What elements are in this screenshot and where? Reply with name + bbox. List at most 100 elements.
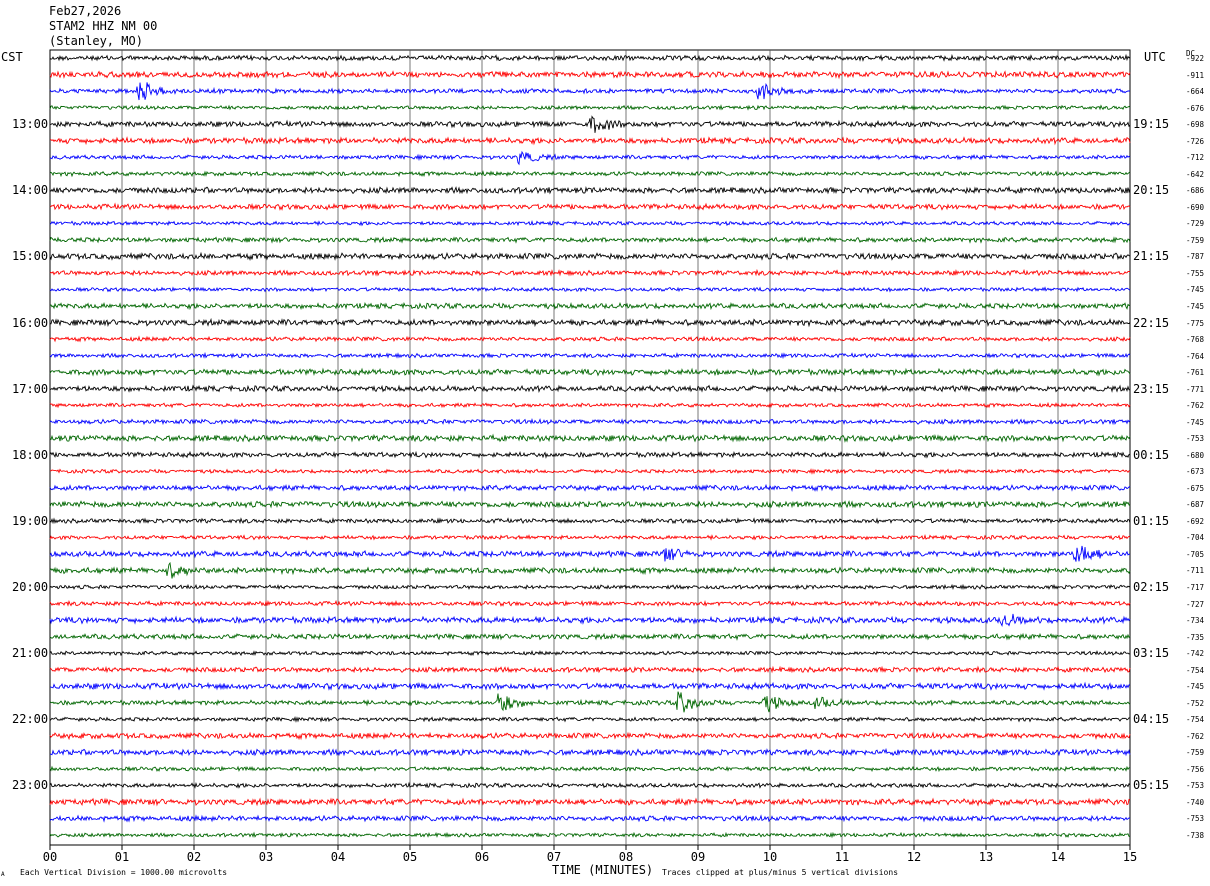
- right-axis-label: UTC: [1144, 50, 1166, 64]
- seismic-trace: [49, 170, 1131, 178]
- x-tick-label: 12: [907, 850, 921, 864]
- dc-offset-value: -726: [1186, 136, 1205, 146]
- left-axis-label: CST: [1, 50, 23, 64]
- seismic-trace: [49, 268, 1131, 277]
- header-date: Feb27,2026: [49, 4, 122, 18]
- dc-offset-value: -787: [1186, 252, 1205, 262]
- trace-group: [49, 53, 1131, 839]
- seismic-trace: [49, 367, 1131, 377]
- dc-offset-value: -761: [1186, 368, 1205, 378]
- seismic-trace: [49, 545, 1131, 562]
- x-tick-label: 14: [1051, 850, 1065, 864]
- left-time-label: 13:00: [12, 117, 49, 132]
- dc-label: DC: [1186, 49, 1196, 58]
- seismic-trace: [49, 236, 1131, 244]
- left-time-label: 23:00: [12, 778, 49, 793]
- x-tick-label: 04: [331, 850, 345, 864]
- seismic-trace: [49, 831, 1131, 839]
- seismic-trace: [49, 650, 1131, 657]
- left-time-label: 16:00: [12, 315, 49, 330]
- dc-offset-value: -753: [1186, 814, 1205, 824]
- dc-offset-value: -742: [1186, 649, 1205, 659]
- x-axis-title: TIME (MINUTES): [552, 863, 654, 877]
- seismic-trace: [49, 53, 1131, 62]
- x-tick-label: 09: [691, 850, 705, 864]
- dc-offset-value: -698: [1186, 120, 1205, 130]
- seismic-trace: [49, 351, 1131, 360]
- dc-offset-value: -745: [1186, 301, 1205, 311]
- seismic-trace: [49, 483, 1131, 493]
- seismic-trace: [49, 517, 1131, 525]
- seismic-trace: [49, 136, 1131, 146]
- right-time-label: 20:15: [1133, 183, 1170, 198]
- right-time-label: 02:15: [1133, 580, 1170, 595]
- seismic-trace: [49, 433, 1131, 443]
- right-time-label: 03:15: [1133, 646, 1170, 661]
- dc-offset-value: -762: [1186, 401, 1205, 411]
- seismic-trace: [49, 814, 1131, 823]
- dc-offset-value: -754: [1186, 665, 1205, 675]
- x-tick-label: 15: [1123, 850, 1137, 864]
- dc-offset-value: -738: [1186, 831, 1205, 840]
- dc-offset-value: -704: [1186, 533, 1205, 543]
- left-time-label: 18:00: [12, 447, 49, 462]
- dc-offset-value: -711: [1186, 566, 1205, 576]
- header-station: STAM2 HHZ NM 00: [49, 19, 158, 33]
- seismic-trace: [49, 202, 1131, 211]
- dc-offset-value: -771: [1186, 384, 1205, 394]
- seismic-trace: [49, 418, 1131, 426]
- seismic-trace: [49, 500, 1131, 509]
- dc-offset-value: -705: [1186, 549, 1205, 559]
- seismic-trace: [49, 613, 1131, 628]
- dc-offset-value: -717: [1186, 583, 1205, 593]
- right-time-label: 05:15: [1133, 778, 1170, 793]
- x-tick-label: 11: [835, 850, 849, 864]
- x-tick-label: 13: [979, 850, 993, 864]
- seismic-trace: [49, 468, 1131, 475]
- dc-offset-value: -756: [1186, 764, 1205, 774]
- dc-offset-value: -686: [1186, 186, 1205, 196]
- left-time-label: 21:00: [12, 646, 49, 661]
- dc-offset-value: -911: [1186, 70, 1205, 80]
- x-tick-label: 06: [475, 850, 489, 864]
- dc-offset-value: -768: [1186, 335, 1205, 345]
- dc-offset-value: -755: [1186, 268, 1205, 278]
- seismic-trace: [49, 691, 1131, 713]
- seismic-trace: [49, 583, 1131, 591]
- plot-frame: [49, 49, 1131, 846]
- seismic-trace: [49, 384, 1130, 394]
- dc-offset-value: -764: [1186, 351, 1205, 361]
- dc-offset-value: -752: [1186, 698, 1205, 708]
- seismic-trace: [49, 335, 1131, 343]
- seismic-trace: [49, 632, 1131, 641]
- x-tick-label: 10: [763, 850, 777, 864]
- seismic-trace: [49, 220, 1131, 227]
- dc-offset-value: -762: [1186, 731, 1205, 741]
- dc-offset-value: -745: [1186, 682, 1205, 692]
- right-time-label: 01:15: [1133, 513, 1170, 528]
- seismic-trace: [49, 715, 1131, 723]
- right-time-label: 04:15: [1133, 712, 1170, 727]
- seismic-trace: [49, 665, 1131, 674]
- dc-offset-value: -753: [1186, 434, 1205, 444]
- seismic-trace: [49, 104, 1131, 111]
- x-tick-label: 08: [619, 850, 633, 864]
- dc-offset-value: -759: [1186, 235, 1205, 245]
- dc-offset-value: -692: [1186, 516, 1205, 526]
- x-tick-label: 07: [547, 850, 561, 864]
- right-time-label: 22:15: [1133, 315, 1170, 330]
- dc-offset-value: -687: [1186, 500, 1205, 510]
- dc-offset-value: -735: [1186, 632, 1205, 642]
- left-time-label: 19:00: [12, 513, 49, 528]
- header-location: (Stanley, MO): [49, 34, 143, 48]
- right-time-label: 00:15: [1133, 447, 1170, 462]
- right-time-label: 19:15: [1133, 117, 1170, 132]
- seismic-trace: [50, 681, 1131, 691]
- left-time-label: 20:00: [12, 580, 49, 595]
- seismic-trace: [49, 286, 1131, 293]
- x-tick-label: 01: [115, 850, 129, 864]
- seismic-trace: [49, 781, 1131, 789]
- dc-offset-value: -712: [1186, 153, 1205, 163]
- seismic-trace: [49, 70, 1131, 80]
- scale-note: Each Vertical Division = 1000.00 microvo…: [20, 868, 228, 877]
